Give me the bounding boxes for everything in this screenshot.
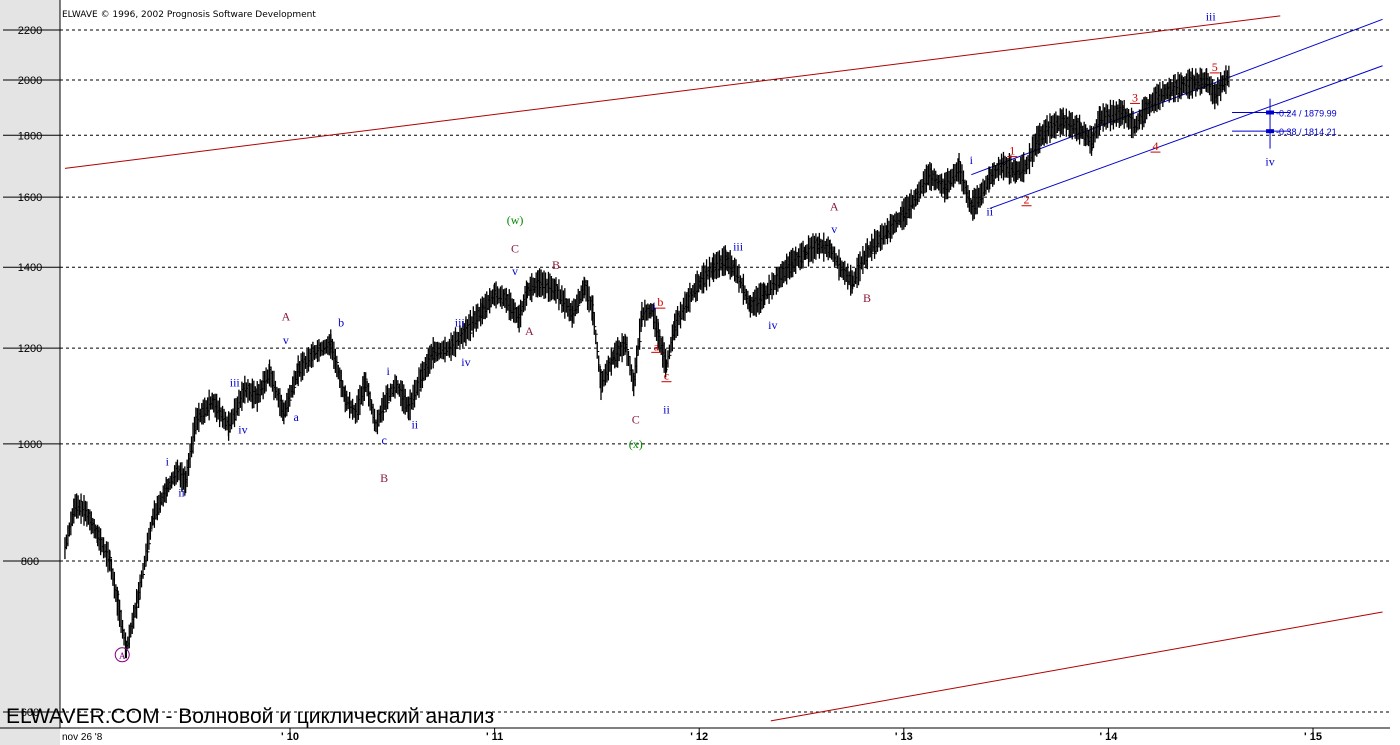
y-tick-label: 1600 [18,192,42,204]
wave-label: v [512,264,518,278]
wave-label: C [511,241,519,255]
y-tick-label: 1000 [18,439,42,451]
x-start-label: nov 26 '8 [62,732,103,743]
wave-label: iv [461,355,470,369]
fib-targets: -0.24 / 1879.99 -0.38 / 1814.21 [1232,98,1337,149]
trendlines [64,15,1383,722]
wave-label: 5 [1212,60,1218,74]
wave-label: (w) [507,213,524,227]
wave-label: b [657,295,663,309]
target-marker [1266,110,1275,115]
wave-label: B [552,258,560,272]
x-tick-label: ' 15 [1304,731,1322,743]
x-tick-label: ' 10 [281,731,299,743]
wave-circle [114,647,130,663]
wave-label: iv [238,422,247,436]
wave-label: A [282,309,291,323]
wave-label: a [293,410,299,424]
x-tick-label: ' 14 [1099,731,1118,743]
wave-label: c [664,369,669,383]
y-tick-label: 600 [21,707,39,719]
grid-layer [60,29,1390,713]
trendline [64,15,1281,169]
y-axis-panel [0,0,60,745]
target-marker [1266,129,1275,134]
wave-label: B [863,291,871,305]
y-tick-label: 800 [21,556,39,568]
target-label: -0.38 / 1814.21 [1276,127,1337,137]
wave-label: A [830,199,839,213]
footer-caption: ELWAVER.COM - Волновой и циклический ана… [6,705,495,728]
wave-label: i [653,299,657,313]
y-tick-label: 1800 [18,130,42,142]
wave-label: (x) [629,437,643,451]
target-label: -0.24 / 1879.99 [1276,108,1337,118]
wave-label: b [338,316,344,330]
x-tick-label: ' 11 [486,731,503,743]
wave-label: iii [1206,10,1217,24]
x-axis: nov 26 '8 ' 10 ' 11 ' 12 ' 13 ' 14 ' 15 [0,727,1390,743]
wave-label: A [525,324,534,338]
wave-label: iii [733,240,744,254]
wave-label: ii [411,417,418,431]
wave-label: ii [986,204,993,218]
wave-label: iii [455,316,466,330]
wave-label: i [166,454,170,468]
price-series [64,65,1231,659]
wave-label: 2 [1024,193,1030,207]
wave-label: iii [230,376,241,390]
y-tick-label: 2000 [18,75,42,87]
wave-label: C [632,412,640,426]
wave-label: i [387,364,391,378]
trendline [989,65,1383,209]
trendline [770,611,1383,722]
wave-label: v [831,222,837,236]
wave-label: a [654,339,660,353]
y-tick-label: 1200 [18,343,42,355]
wave-label: 3 [1132,90,1138,104]
wave-label: A [119,651,126,661]
wave-label: 4 [1152,139,1158,153]
wave-label: iv [1265,154,1274,168]
wave-label: ii [178,485,185,499]
x-tick-label: ' 13 [895,731,913,743]
wave-label: c [381,433,386,447]
wave-label: B [380,471,388,485]
copyright-text: ELWAVE © 1996, 2002 Prognosis Software D… [62,10,316,20]
wave-label: v [283,333,289,347]
y-tick-label: 1400 [18,262,42,274]
x-tick-label: ' 12 [690,731,708,743]
y-axis: 600 800 1000 1200 1400 1600 1800 2000 2200 [0,0,61,745]
wave-label: i [970,153,974,167]
wave-label: ii [663,402,670,416]
wave-label: 1 [1009,144,1015,158]
y-tick-label: 2200 [18,25,42,37]
wave-label: iv [768,318,777,332]
